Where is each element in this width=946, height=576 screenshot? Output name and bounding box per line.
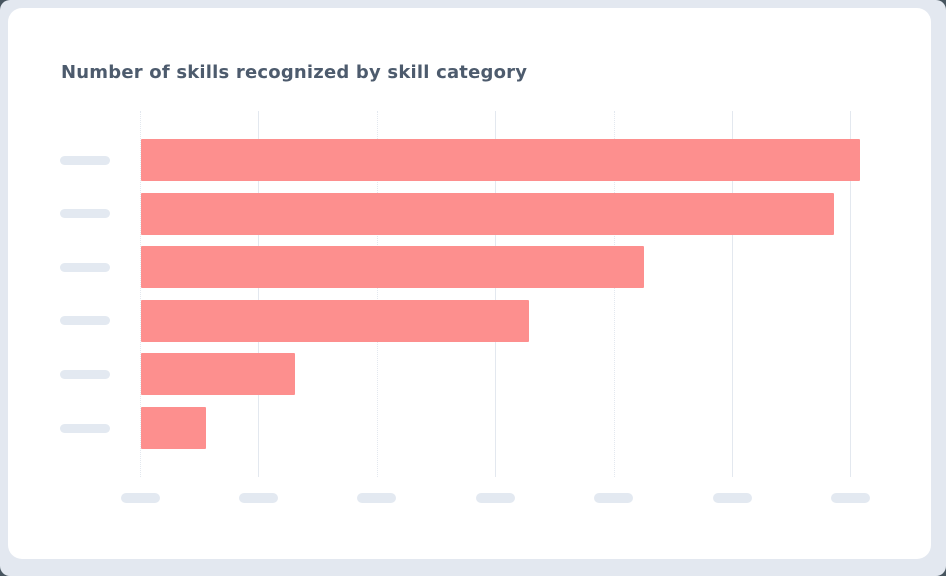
y-axis-label-skeleton <box>60 209 110 219</box>
gridline <box>376 111 378 477</box>
y-axis-label-skeleton <box>60 316 110 326</box>
plot-area <box>8 8 931 559</box>
bar-category-5 <box>141 353 295 396</box>
gridline <box>732 111 733 477</box>
y-axis-line <box>140 111 141 477</box>
y-axis-label-skeleton <box>60 369 110 379</box>
x-axis-label-skeleton <box>594 493 634 503</box>
chart-card: Number of skills recognized by skill cat… <box>8 8 931 559</box>
chart-title: Number of skills recognized by skill cat… <box>61 62 528 83</box>
x-axis-label-skeleton <box>238 493 278 503</box>
bar-category-4 <box>141 299 529 342</box>
bar-category-3 <box>141 246 644 289</box>
bar-category-2 <box>141 192 834 235</box>
x-axis-label-skeleton <box>120 493 160 503</box>
y-axis-label-skeleton <box>60 155 110 165</box>
bar-category-1 <box>141 139 860 181</box>
gridline <box>613 111 615 477</box>
x-axis-label-skeleton <box>475 493 515 503</box>
x-axis-label-skeleton <box>357 493 397 503</box>
x-axis-label-skeleton <box>712 493 752 503</box>
gridline <box>258 111 260 477</box>
bar-category-6 <box>141 407 206 449</box>
y-axis-label-skeleton <box>60 262 110 272</box>
gridline <box>850 111 852 477</box>
gridline <box>495 111 497 477</box>
y-axis-label-skeleton <box>60 423 110 433</box>
x-axis-label-skeleton <box>830 493 870 503</box>
